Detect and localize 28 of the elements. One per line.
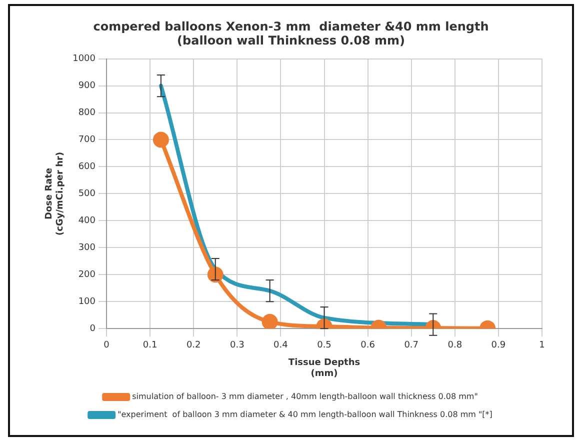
y-tick-label: 700 — [78, 135, 96, 146]
y-axis-title: Dose Rate (cGy/mCi.per hr) — [44, 152, 66, 236]
y-tick-label: 900 — [78, 81, 96, 92]
y-tick-label: 1000 — [72, 54, 96, 64]
chart-title: compered balloons Xenon-3 mm diameter &40 mm length (balloon wall Thinkness 0.08 mm) — [93, 19, 489, 48]
x-tick-label: 1 — [539, 340, 545, 350]
y-tick-label: 300 — [78, 243, 96, 254]
legend-label: "experiment of balloon 3 mm diameter & 40 mm length-balloon wall Thinkness 0.08 mm "[*] — [118, 410, 492, 420]
x-tick-label: 0.1 — [142, 340, 158, 350]
x-tick-label: 0.2 — [186, 340, 201, 350]
x-tick-label: 0.3 — [230, 340, 244, 350]
x-tick-label: 0 — [104, 340, 110, 350]
y-tick-label: 100 — [78, 296, 96, 307]
y-tick-label: 500 — [78, 189, 96, 200]
y-tick-label: 800 — [78, 108, 96, 118]
legend-label: simulation of balloon- 3 mm diameter , 40mm length-balloon wall thickness 0.08 mm" — [132, 392, 478, 402]
y-tick-label: 400 — [78, 216, 96, 226]
x-tick-label: 0.7 — [404, 340, 419, 350]
y-tick-label: 0 — [90, 324, 96, 334]
x-tick-label: 0.9 — [491, 340, 506, 350]
x-tick-label: 0.6 — [360, 340, 376, 350]
x-tick-label: 0.5 — [317, 340, 332, 350]
x-tick-label: 0.8 — [448, 340, 462, 350]
y-tick-label: 200 — [78, 270, 96, 280]
x-tick-label: 0.4 — [274, 340, 288, 350]
x-axis-title: Tissue Depths (mm) — [288, 358, 360, 379]
point — [152, 132, 169, 148]
y-tick-label: 600 — [78, 162, 96, 172]
